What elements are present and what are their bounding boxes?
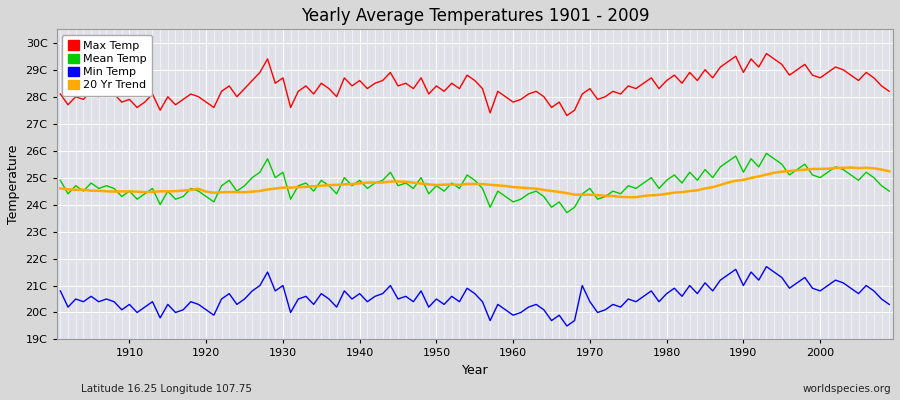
Legend: Max Temp, Mean Temp, Min Temp, 20 Yr Trend: Max Temp, Mean Temp, Min Temp, 20 Yr Tre…: [62, 35, 152, 96]
Title: Yearly Average Temperatures 1901 - 2009: Yearly Average Temperatures 1901 - 2009: [301, 7, 649, 25]
Text: worldspecies.org: worldspecies.org: [803, 384, 891, 394]
X-axis label: Year: Year: [462, 364, 488, 377]
Y-axis label: Temperature: Temperature: [7, 145, 20, 224]
Text: Latitude 16.25 Longitude 107.75: Latitude 16.25 Longitude 107.75: [81, 384, 252, 394]
